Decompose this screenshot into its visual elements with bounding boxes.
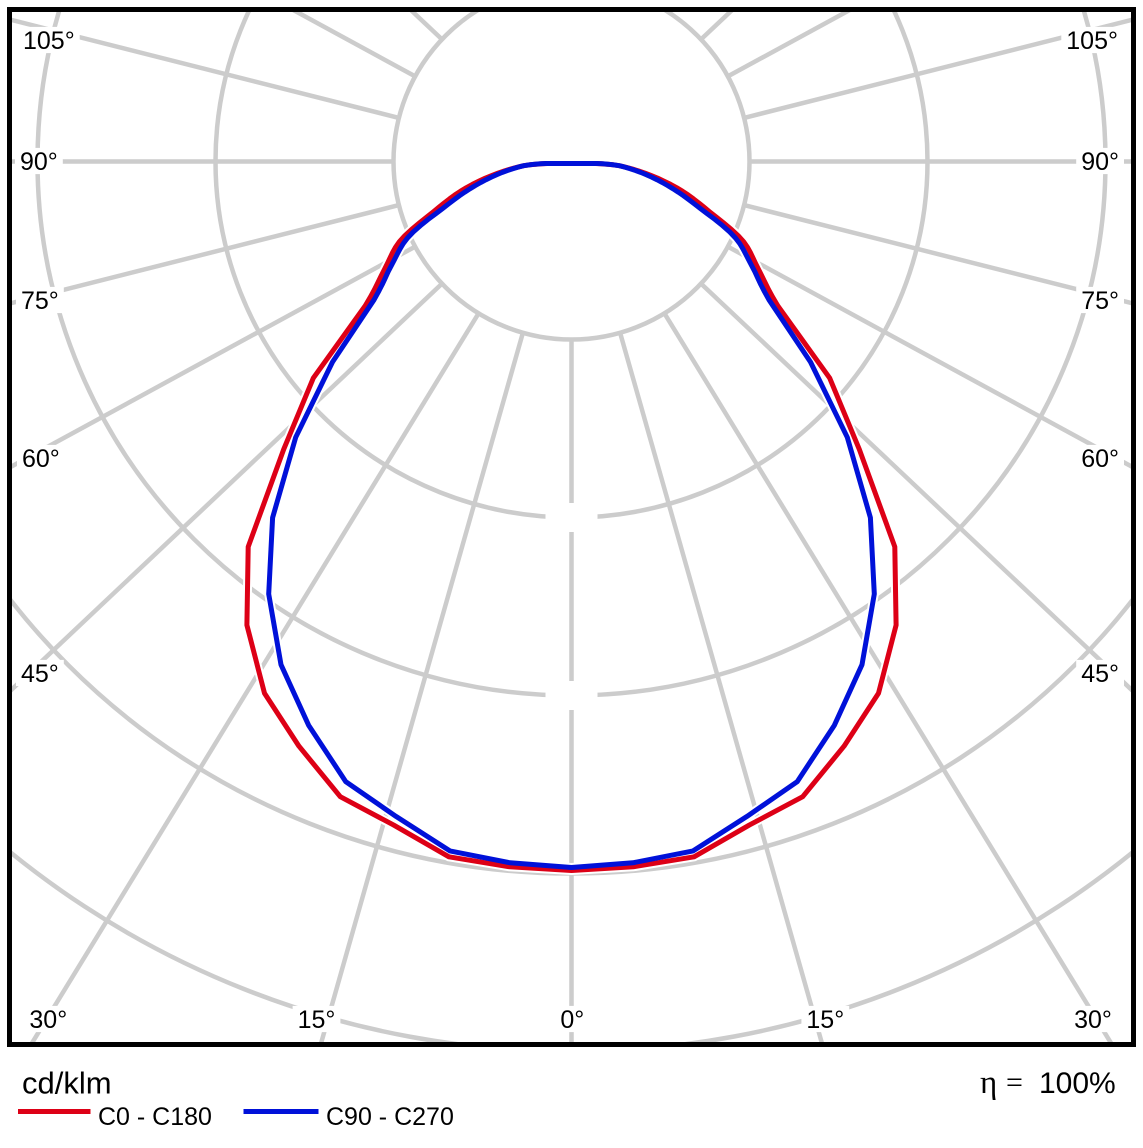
svg-text:15°: 15°: [806, 1006, 844, 1034]
svg-text:15°: 15°: [298, 1006, 336, 1034]
svg-text:90°: 90°: [20, 148, 58, 176]
svg-text:75°: 75°: [1081, 287, 1119, 315]
svg-text:0°: 0°: [560, 1006, 584, 1034]
svg-text:45°: 45°: [1081, 660, 1119, 688]
svg-text:105°: 105°: [23, 27, 75, 55]
svg-text:=: =: [1006, 1066, 1023, 1099]
svg-text:η: η: [980, 1065, 997, 1101]
svg-text:cd/klm: cd/klm: [22, 1066, 112, 1101]
svg-text:60°: 60°: [1081, 445, 1119, 473]
svg-text:100%: 100%: [1039, 1067, 1116, 1100]
svg-text:30°: 30°: [1074, 1006, 1112, 1034]
svg-text:45°: 45°: [21, 660, 59, 688]
svg-text:105°: 105°: [1066, 27, 1118, 55]
svg-text:C90 - C270: C90 - C270: [326, 1103, 454, 1131]
svg-text:30°: 30°: [29, 1006, 67, 1034]
svg-text:90°: 90°: [1081, 148, 1119, 176]
svg-text:60°: 60°: [22, 445, 60, 473]
svg-text:C0 - C180: C0 - C180: [98, 1103, 212, 1131]
svg-text:75°: 75°: [21, 287, 59, 315]
